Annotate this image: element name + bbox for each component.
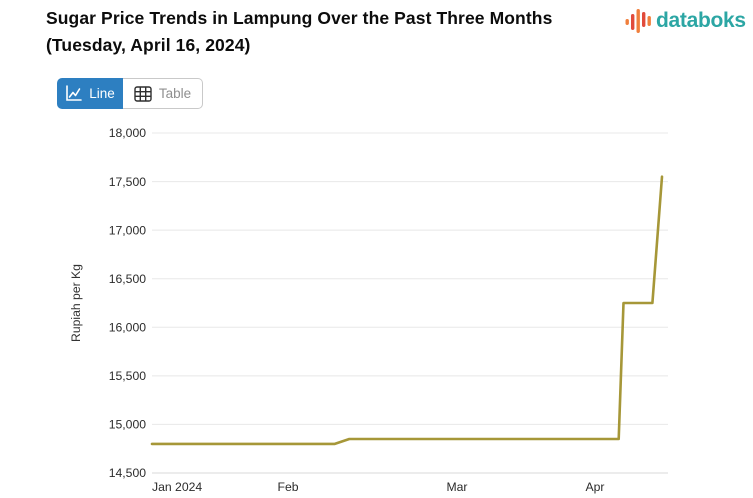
y-tick-label: 16,000 <box>109 320 146 334</box>
chart-header: Sugar Price Trends in Lampung Over the P… <box>46 5 606 59</box>
page-title-date: (Tuesday, April 16, 2024) <box>46 35 251 55</box>
x-tick-label: Feb <box>278 480 299 494</box>
x-tick-label: Jan 2024 <box>152 480 202 494</box>
y-tick-label: 18,000 <box>109 126 146 140</box>
y-axis-title: Rupiah per Kg <box>69 264 83 342</box>
price-line <box>150 175 664 446</box>
brand-name: databoks <box>656 9 746 32</box>
y-tick-label: 15,000 <box>109 418 146 432</box>
databoks-logo[interactable]: databoks <box>624 7 746 35</box>
table-grid-icon <box>134 85 152 102</box>
y-tick-label: 17,500 <box>109 175 146 189</box>
pulse-bars-icon <box>624 7 654 35</box>
x-tick-label: Apr <box>586 480 605 494</box>
page-title: Sugar Price Trends in Lampung Over the P… <box>46 8 553 28</box>
line-view-label: Line <box>89 86 115 101</box>
y-tick-label: 17,000 <box>109 223 146 237</box>
y-tick-label: 14,500 <box>109 466 146 480</box>
y-tick-label: 15,500 <box>109 369 146 383</box>
x-tick-label: Mar <box>447 480 468 494</box>
table-view-label: Table <box>158 86 192 101</box>
line-chart-icon <box>65 85 83 102</box>
table-view-button[interactable]: Table <box>123 78 203 109</box>
line-view-button[interactable]: Line <box>57 78 123 109</box>
view-toggle: Line Table <box>57 78 203 109</box>
y-tick-label: 16,500 <box>109 272 146 286</box>
price-chart[interactable]: 14,500 15,000 15,500 16,000 16,500 17,000 17,5… <box>0 115 753 498</box>
